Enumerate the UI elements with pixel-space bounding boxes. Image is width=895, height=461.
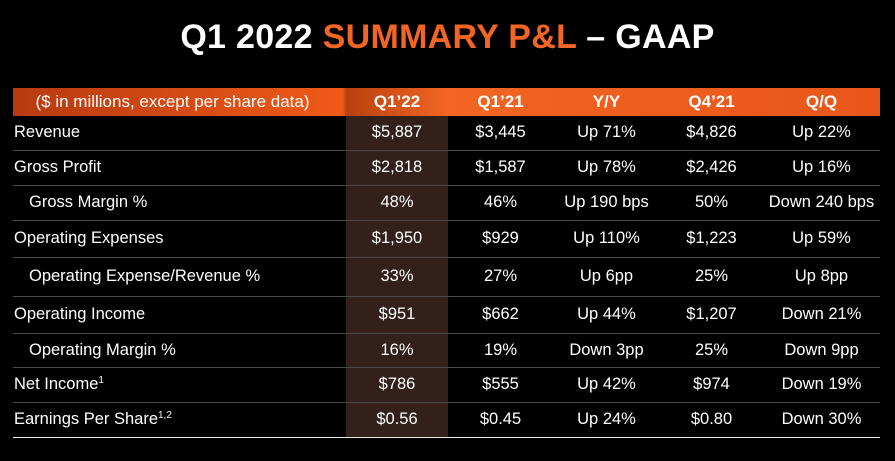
column-header: Q1’22 — [373, 92, 421, 111]
table-row: Operating Expenses $1,950 $929 Up 110% $1,22… — [13, 220, 880, 258]
table-cell: 33% — [346, 257, 448, 297]
table-cell: Up 8pp — [763, 257, 880, 297]
table-cell: $786 — [346, 367, 448, 403]
table-row: Gross Profit $2,818 $1,587 Up 78% $2,426 Up 1… — [13, 150, 880, 186]
table-row: Gross Margin % 48% 46% Up 190 bps 50% Down 24… — [13, 185, 880, 221]
table-cell: $1,587 — [448, 150, 553, 186]
table-cell: Down 30% — [763, 402, 880, 438]
column-header: Q4’21 — [688, 92, 735, 111]
table-cell: 16% — [346, 333, 448, 368]
table-cell: $5,887 — [346, 116, 448, 151]
table-header: ($ in millions, except per share data) Q1… — [13, 88, 880, 116]
column-header: Y/Y — [592, 92, 621, 111]
row-label: Operating Margin % — [13, 333, 346, 368]
table-row: Operating Income $951 $662 Up 44% $1,207 Down… — [13, 296, 880, 334]
table-cell: $0.80 — [660, 402, 763, 438]
table-cell: $974 — [660, 367, 763, 403]
table-cell: Up 6pp — [553, 257, 660, 297]
table-cell: $2,426 — [660, 150, 763, 186]
table-cell: Down 240 bps — [763, 185, 880, 221]
table-row: Operating Expense/Revenue % 33% 27% Up 6pp 2… — [13, 257, 880, 297]
row-label-text: Gross Margin % — [29, 193, 148, 211]
table-cell: 19% — [448, 333, 553, 368]
row-label: Operating Income — [13, 296, 346, 334]
table-cell: 48% — [346, 185, 448, 221]
table-cell: Up 59% — [763, 220, 880, 258]
row-label: Operating Expense/Revenue % — [13, 257, 346, 297]
table-cell: Up 71% — [553, 116, 660, 151]
table-cell: $1,223 — [660, 220, 763, 258]
column-header: Q/Q — [805, 92, 838, 111]
table-cell: Up 110% — [553, 220, 660, 258]
table-cell: Up 22% — [763, 116, 880, 151]
table-cell: $555 — [448, 367, 553, 403]
table-cell: 27% — [448, 257, 553, 297]
table-cell: Up 44% — [553, 296, 660, 334]
table-cell: $662 — [448, 296, 553, 334]
table-row: Earnings Per Share1,2 $0.56 $0.45 Up 24% $0.… — [13, 402, 880, 438]
row-label-text: Gross Profit — [14, 158, 102, 176]
table-cell: Up 24% — [553, 402, 660, 438]
footnote-marker: 1,2 — [158, 410, 172, 421]
footnote-marker: 1 — [98, 375, 104, 386]
slide-title: Q1 2022 SUMMARY P&L – GAAP — [0, 18, 895, 57]
table-cell: $4,826 — [660, 116, 763, 151]
title-period: Q1 2022 — [180, 18, 323, 56]
table-cell: $1,207 — [660, 296, 763, 334]
table-cell: 25% — [660, 333, 763, 368]
table-cell: $1,950 — [346, 220, 448, 258]
table-cell: Up 78% — [553, 150, 660, 186]
column-header: ($ in millions, except per share data) — [35, 92, 310, 111]
table-cell: Down 9pp — [763, 333, 880, 368]
table-cell: Down 3pp — [553, 333, 660, 368]
table-cell: 50% — [660, 185, 763, 221]
row-label: Operating Expenses — [13, 220, 346, 258]
table-cell: $2,818 — [346, 150, 448, 186]
table-cell: Up 190 bps — [553, 185, 660, 221]
table-cell: Up 16% — [763, 150, 880, 186]
table-cell: 25% — [660, 257, 763, 297]
table-cell: $929 — [448, 220, 553, 258]
row-label-text: Earnings Per Share — [14, 410, 158, 428]
row-label-text: Revenue — [14, 123, 81, 142]
table-cell: Up 42% — [553, 367, 660, 403]
row-label: Gross Profit — [13, 150, 346, 186]
table-cell: 46% — [448, 185, 553, 221]
table-cell: $3,445 — [448, 116, 553, 151]
title-accent: SUMMARY P&L — [322, 18, 577, 56]
row-label-text: Net Income — [14, 375, 99, 393]
table-row: Operating Margin % 16% 19% Down 3pp 25% Down … — [13, 333, 880, 368]
row-label-text: Operating Margin % — [29, 340, 176, 359]
row-label-text: Operating Expenses — [14, 229, 164, 247]
row-label: Earnings Per Share1,2 — [13, 402, 346, 438]
title-suffix: – GAAP — [576, 18, 715, 56]
table-row: Net Income1 $786 $555 Up 42% $974 Down 19% — [13, 367, 880, 403]
table-cell: $951 — [346, 296, 448, 334]
table-cell: $0.45 — [448, 402, 553, 438]
table-cell: Down 21% — [763, 296, 880, 334]
row-label: Gross Margin % — [13, 185, 346, 221]
row-label: Revenue — [13, 116, 346, 151]
table-cell: Down 19% — [763, 367, 880, 403]
row-label-text: Operating Expense/Revenue % — [29, 267, 261, 285]
pl-table: ($ in millions, except per share data) Q1… — [13, 88, 880, 438]
column-header: Q1’21 — [477, 92, 524, 111]
row-label-text: Operating Income — [14, 305, 146, 323]
table-cell: $0.56 — [346, 402, 448, 438]
row-label: Net Income1 — [13, 367, 346, 403]
table-row: Revenue $5,887 $3,445 Up 71% $4,826 Up 22% — [13, 116, 880, 151]
